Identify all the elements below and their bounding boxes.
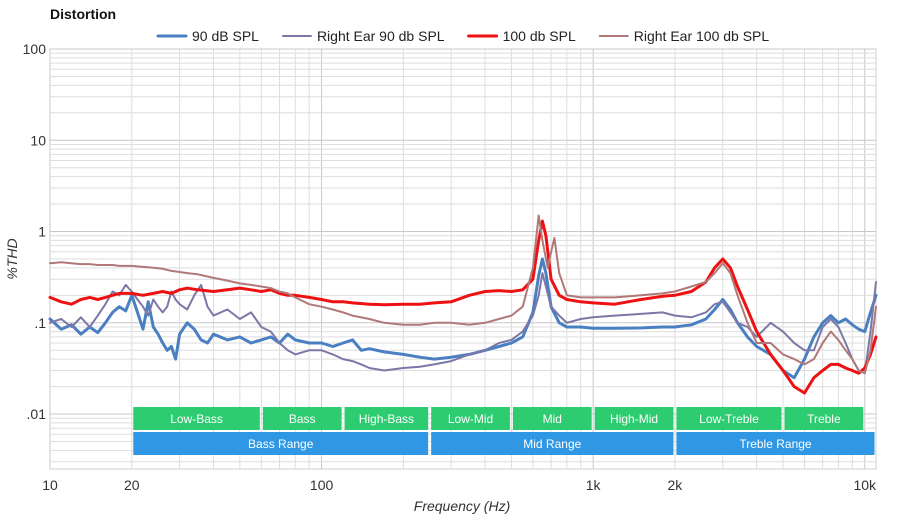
band-rect [133, 432, 429, 455]
legend-label: Right Ear 90 db SPL [317, 28, 445, 44]
legend-item-3: 100 db SPL [467, 28, 576, 44]
y-tick-label: 10 [30, 132, 46, 148]
band-high-bass: High-Bass [344, 407, 429, 430]
band-label: Low-Treble [699, 412, 759, 426]
band-high-mid: High-Mid [594, 407, 674, 430]
x-tick-label: 10 [42, 477, 58, 493]
band-rect [262, 407, 342, 430]
band-bass-range: Bass Range [133, 432, 429, 455]
y-axis-ticks: 100 10 1 .1 .01 [23, 41, 47, 422]
band-rect [431, 432, 674, 455]
band-rect [676, 407, 782, 430]
band-label: Mid Range [523, 437, 581, 451]
x-tick-label: 100 [310, 477, 334, 493]
band-rect [344, 407, 429, 430]
y-tick-label: .1 [34, 315, 46, 331]
band-label: Low-Bass [170, 412, 223, 426]
x-axis-ticks: 10 20 100 1k 2k 10k [42, 477, 877, 493]
band-rect [594, 407, 674, 430]
band-label: Bass [289, 412, 316, 426]
x-tick-label: 20 [124, 477, 140, 493]
band-rect [676, 432, 875, 455]
frequency-bands: Low-Bass Bass High-Bass Low-Mid Mid High-Mid L… [133, 407, 875, 455]
legend: 90 dB SPL Right Ear 90 db SPL 100 db SPL Ri… [156, 28, 770, 44]
legend-item-4: Right Ear 100 db SPL [598, 28, 770, 44]
legend-label: 100 db SPL [503, 28, 576, 44]
x-axis-title: Frequency (Hz) [414, 498, 510, 514]
series-lines [48, 214, 878, 395]
band-rect [784, 407, 864, 430]
band-rect [512, 407, 592, 430]
band-treble-range: Treble Range [676, 432, 875, 455]
band-label: Bass Range [248, 437, 314, 451]
band-label: Treble Range [739, 437, 812, 451]
x-tick-label: 1k [586, 477, 602, 493]
band-mid-range: Mid Range [431, 432, 674, 455]
band-label: Low-Mid [448, 412, 493, 426]
band-low-treble: Low-Treble [676, 407, 782, 430]
band-mid: Mid [512, 407, 592, 430]
series-line-4 [49, 214, 877, 375]
band-treble: Treble [784, 407, 864, 430]
y-tick-label: 1 [38, 224, 46, 240]
y-tick-label: 100 [23, 41, 47, 57]
band-rect [431, 407, 510, 430]
series-line-1 [48, 257, 878, 380]
legend-label: 90 dB SPL [192, 28, 259, 44]
band-rect [133, 407, 260, 430]
band-low-bass: Low-Bass [133, 407, 260, 430]
chart-title: Distortion [50, 6, 116, 22]
band-bass: Bass [262, 407, 342, 430]
legend-label: Right Ear 100 db SPL [634, 28, 770, 44]
x-tick-label: 10k [853, 477, 877, 493]
legend-item-2: Right Ear 90 db SPL [281, 28, 445, 44]
y-tick-label: .01 [27, 406, 47, 422]
x-tick-label: 2k [668, 477, 684, 493]
band-label: Treble [807, 412, 841, 426]
y-axis-title: %THD [4, 238, 20, 279]
band-label: Mid [543, 412, 562, 426]
band-label: High-Mid [610, 412, 658, 426]
series-line-2 [49, 272, 877, 375]
series-line-3 [48, 219, 878, 395]
band-label: High-Bass [359, 412, 414, 426]
band-low-mid: Low-Mid [431, 407, 510, 430]
legend-item-1: 90 dB SPL [156, 28, 259, 44]
